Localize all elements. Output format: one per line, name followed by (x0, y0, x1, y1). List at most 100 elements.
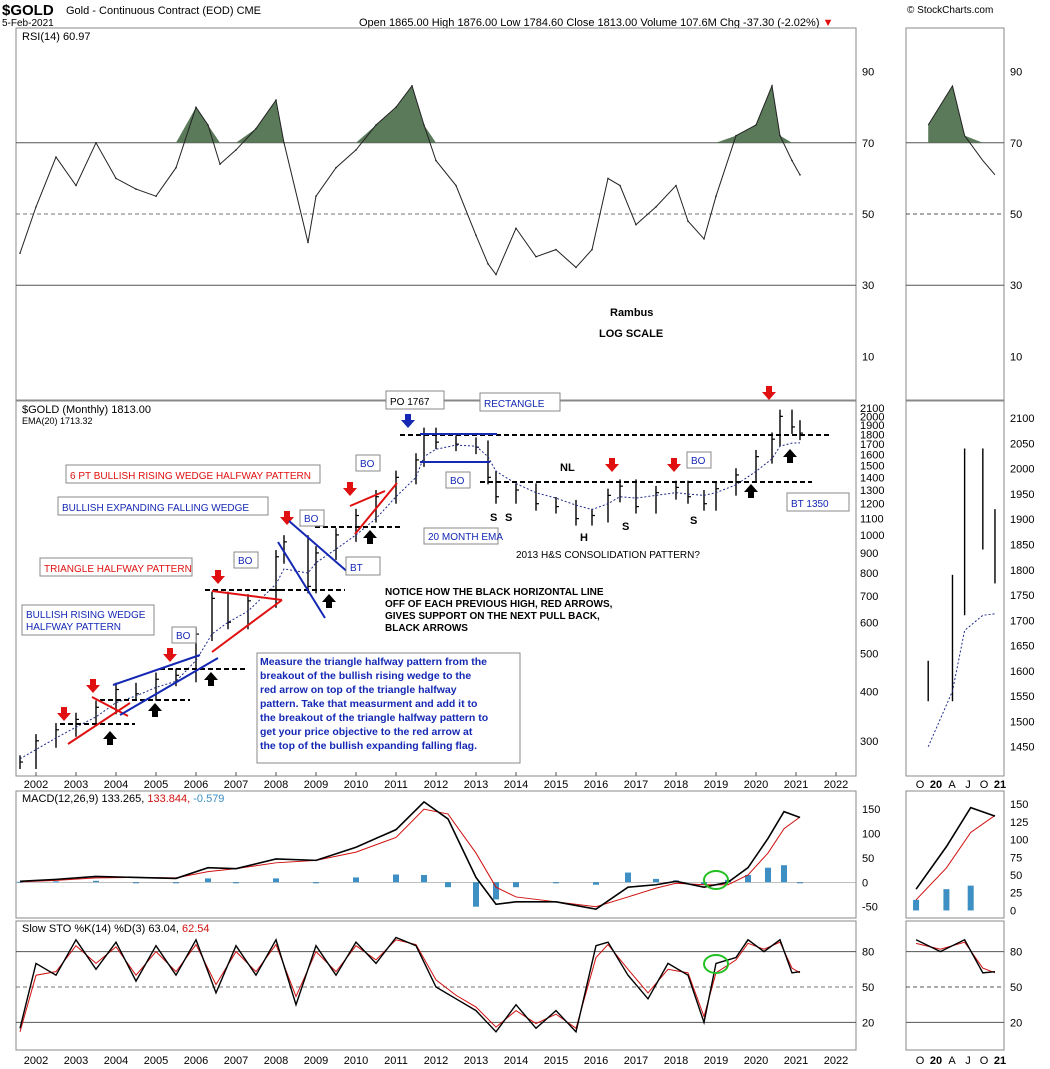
bo-label-2013-box (445, 471, 471, 489)
rectangle-label-box (479, 392, 561, 412)
rsi-point (703, 238, 705, 240)
price-tick-label: 1600 (860, 450, 884, 462)
change-down-icon: ▼ (822, 17, 834, 29)
macd-hist-bar (593, 882, 599, 885)
rsi-tick-label-right: 90 (1010, 67, 1022, 79)
triangle-label-box (39, 557, 193, 577)
rsi-point (655, 206, 657, 208)
red-trendline (67, 702, 131, 745)
macd-hist-bar (133, 882, 139, 884)
ema-line (19, 442, 801, 760)
macd-hist-bar (765, 867, 771, 883)
rsi-line (19, 84, 801, 276)
macd-hist-bar (353, 877, 359, 883)
rsi-point (755, 124, 757, 126)
x-tick-label: 2004 (104, 779, 128, 791)
price-tick-label: 1800 (860, 429, 884, 441)
zoom-x-tick: A (948, 779, 956, 791)
black-up-arrow-icon (363, 530, 377, 544)
x-tick-label-bottom: 2020 (744, 1055, 768, 1067)
zoom-price-tick: 2050 (1010, 438, 1034, 450)
x-tick-label-bottom: 2011 (384, 1055, 408, 1067)
bo-label-2010: BO (360, 459, 375, 470)
red-down-arrow-icon (86, 679, 100, 693)
rsi-point (575, 266, 577, 269)
zoom-price-tick: 1850 (1010, 540, 1034, 552)
measure-line: breakout of the bullish rising wedge to … (260, 670, 471, 682)
zoom-macd-tick: 100 (1010, 835, 1028, 847)
rsi-point (95, 142, 97, 144)
price-panel: 300 400 500 600 700 800 900 1000 1100 1200 1300140… (19, 403, 884, 791)
rsi-point (35, 206, 37, 208)
bt1350-label: BT 1350 (791, 499, 829, 510)
measure-line: get your price objective to the red arro… (260, 726, 473, 738)
red-down-arrow-icon (667, 458, 681, 472)
sto-k-line (19, 936, 801, 1034)
macd-hist-bar (421, 875, 427, 883)
macd-hist-bar (17, 881, 23, 883)
price-tick-label: 1900 (860, 420, 884, 432)
rsi-point (735, 134, 737, 137)
rsi-point (591, 248, 593, 251)
price-title: $GOLD (Monthly) 1813.00 (22, 404, 151, 416)
x-tick-label-bottom: 2017 (624, 1055, 648, 1067)
price-tick-label: 500 (860, 648, 878, 660)
macd-cross-circle (703, 870, 729, 890)
x-tick-label: 2018 (664, 779, 688, 791)
symbol-title: $GOLD (2, 2, 54, 19)
sto-frame (15, 920, 857, 1051)
macd-tick-label: 100 (862, 829, 880, 841)
rsi-point (283, 142, 285, 144)
price-tick-label: 2000 (860, 411, 884, 423)
six-pt-label-box (65, 464, 321, 484)
blue-trendline (112, 654, 201, 686)
zoom-x-tick: 21 (994, 779, 1006, 791)
zoom-price-tick: 1800 (1010, 565, 1034, 577)
six-pt-label: 6 PT BULLISH RISING WEDGE HALFWAY PATTER… (70, 471, 311, 482)
blue-trendline (277, 541, 326, 619)
bo-label-2009-box (299, 509, 325, 527)
price-ema-legend: EMA(20) 1713.32 (22, 416, 93, 426)
zoom-x-tick: O (980, 779, 989, 791)
rsi-tick-label-right: 30 (1010, 280, 1022, 292)
rsi-point (207, 124, 209, 126)
price-tick-label: 1200 (860, 499, 884, 511)
zoom-macd-tick: 50 (1010, 870, 1022, 882)
rsi-point (771, 85, 773, 87)
sto-zoom-frame (905, 920, 1005, 1051)
macd-hist-bar (445, 882, 451, 888)
shoulder-label: S (690, 515, 697, 527)
x-tick-label: 2008 (264, 779, 288, 791)
rsi-point (235, 149, 237, 151)
measure-line: the breakout of the triangle halfway pat… (260, 712, 488, 724)
x-tick-label: 2014 (504, 779, 528, 791)
ema20-label: 20 MONTH EMA (428, 532, 503, 543)
price-zoom-frame (905, 400, 1005, 777)
rsi-point (555, 248, 557, 251)
sto-d-line (19, 939, 801, 1032)
rsi-tick-label: 70 (862, 138, 874, 150)
bo-label-2010-box (355, 454, 381, 472)
sto-tick-label-right: 50 (1010, 982, 1022, 994)
rsi-point (515, 227, 517, 230)
x-tick-label: 2013 (464, 779, 488, 791)
rsi-point (435, 159, 437, 162)
macd-panel: -50 0 50 100 150 MACD(12,26,9) 133.265, 133.8… (16, 793, 880, 914)
blue-trendline (119, 657, 219, 716)
notice-line: OFF OF EACH PREVIOUS HIGH, RED ARROWS, (385, 599, 613, 610)
macd-hist-bar (53, 881, 59, 883)
measure-box (256, 652, 521, 764)
macd-hist-bar (653, 878, 659, 883)
zoom-x-tick-bottom: O (916, 1055, 925, 1067)
rsi-point (607, 177, 609, 180)
macd-frame (15, 790, 857, 919)
macd-hist-bar (173, 882, 179, 884)
rsi-point (219, 163, 221, 165)
rsi-point (19, 252, 21, 254)
annotations: PO 1767 RECTANGLE BO BO BO BO BO BO BT BT 1350 20 … (21, 307, 850, 764)
macd-legend-part: 133.844, (147, 793, 193, 805)
shoulder-label: S (490, 512, 497, 524)
zoom-sto-k (915, 938, 996, 974)
sto-tick-label-right: 20 (1010, 1017, 1022, 1029)
